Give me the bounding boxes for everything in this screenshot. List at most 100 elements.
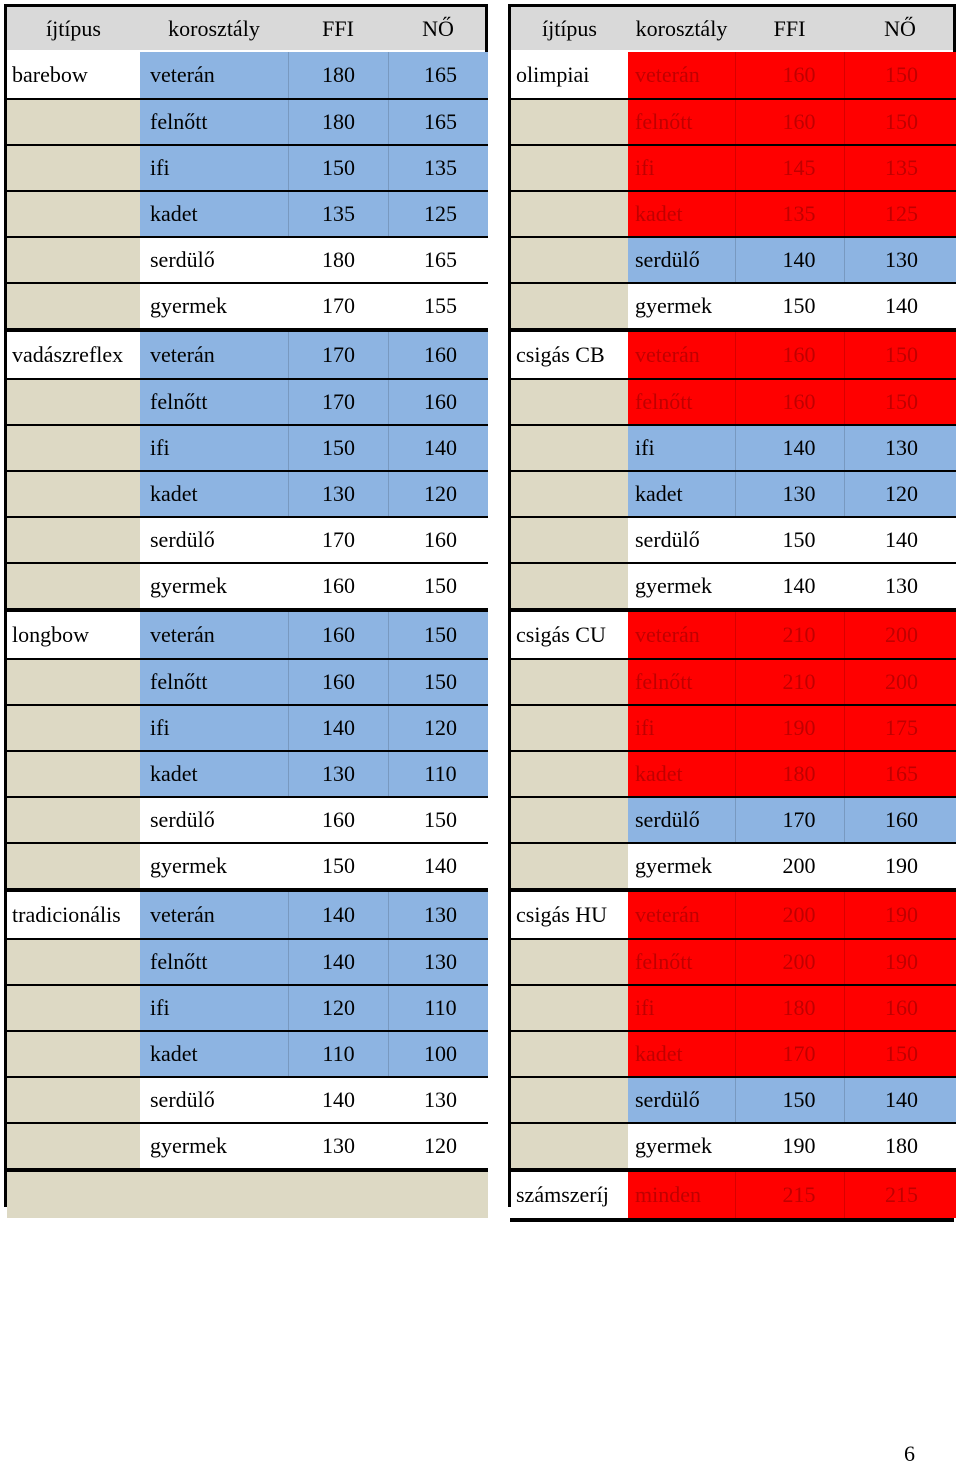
age-group-cell: kadet [140, 1032, 288, 1076]
bow-type-empty-cell [511, 1124, 628, 1168]
ffi-score-cell: 135 [735, 192, 844, 236]
table-row: ifi 120 110 [7, 984, 488, 1030]
bow-type-empty-cell [511, 238, 628, 282]
no-score-cell: 165 [388, 238, 488, 282]
bow-type-empty-cell [511, 472, 628, 516]
age-group-cell: felnőtt [628, 660, 735, 704]
age-group-cell: kadet [140, 472, 288, 516]
bow-type-empty-cell [511, 284, 628, 328]
age-group-cell: serdülő [628, 1078, 735, 1122]
ffi-score-cell: 150 [288, 146, 388, 190]
left-table: íjtípus korosztály FFI NŐ barebow veterán… [4, 4, 488, 1218]
bow-type-empty-cell [7, 564, 140, 608]
ffi-score-cell: 150 [735, 284, 844, 328]
no-score-cell: 150 [844, 1032, 956, 1076]
header-korosztaly: korosztály [635, 15, 728, 41]
no-score-cell: 130 [844, 426, 956, 470]
ffi-score-cell: 135 [288, 192, 388, 236]
age-group-cell: felnőtt [140, 940, 288, 984]
bow-type-empty-cell [511, 1078, 628, 1122]
bow-type-cell: tradicionális [7, 892, 140, 938]
bow-type-cell: csigás CB [511, 332, 628, 378]
group-separator [510, 1168, 954, 1172]
filler-cell [140, 1172, 488, 1218]
no-score-cell: 215 [844, 1172, 956, 1218]
no-score-cell: 155 [388, 284, 488, 328]
no-score-cell: 190 [844, 844, 956, 888]
bow-type-empty-cell [7, 380, 140, 424]
no-score-cell: 165 [844, 752, 956, 796]
ffi-score-cell: 190 [735, 706, 844, 750]
header-row: íjtípus korosztály FFI NŐ [7, 7, 485, 50]
age-group-cell: serdülő [628, 798, 735, 842]
ffi-score-cell: 180 [288, 52, 388, 98]
table-row: olimpiai veterán 160 150 [511, 52, 956, 98]
table-row: gyermek 140 130 [511, 562, 956, 608]
bow-type-empty-cell [511, 752, 628, 796]
age-group-cell: serdülő [628, 238, 735, 282]
ffi-score-cell: 160 [735, 100, 844, 144]
table-row: felnőtt 180 165 [7, 98, 488, 144]
age-group-cell: kadet [628, 752, 735, 796]
no-score-cell: 190 [844, 940, 956, 984]
age-group-cell: felnőtt [628, 940, 735, 984]
bow-type-empty-cell [7, 1032, 140, 1076]
table-row: ifi 180 160 [511, 984, 956, 1030]
age-group-cell: gyermek [140, 1124, 288, 1168]
no-score-cell: 150 [844, 332, 956, 378]
age-group-cell: kadet [628, 472, 735, 516]
age-group-cell: gyermek [140, 284, 288, 328]
right-table: íjtípus korosztály FFI NŐ olimpiai veterá… [508, 4, 956, 1222]
age-group-cell: gyermek [628, 1124, 735, 1168]
no-score-cell: 150 [388, 564, 488, 608]
group-separator [510, 888, 954, 892]
ffi-score-cell: 140 [735, 238, 844, 282]
group-separator [6, 888, 486, 892]
no-score-cell: 120 [388, 1124, 488, 1168]
age-group-cell: gyermek [628, 844, 735, 888]
age-group-cell: kadet [140, 192, 288, 236]
table-row: ifi 150 140 [7, 424, 488, 470]
age-group-cell: veterán [140, 612, 288, 658]
no-score-cell: 135 [388, 146, 488, 190]
age-group-cell: ifi [140, 146, 288, 190]
table-row: gyermek 130 120 [7, 1122, 488, 1168]
table-row: ifi 190 175 [511, 704, 956, 750]
bow-type-empty-cell [7, 146, 140, 190]
no-score-cell: 165 [388, 52, 488, 98]
ffi-score-cell: 160 [735, 332, 844, 378]
bow-type-empty-cell [511, 564, 628, 608]
ffi-score-cell: 150 [288, 426, 388, 470]
no-score-cell: 110 [388, 752, 488, 796]
age-group-cell: gyermek [140, 564, 288, 608]
header-ijtipus: íjtípus [541, 15, 597, 41]
no-score-cell: 130 [844, 564, 956, 608]
ffi-score-cell: 180 [288, 100, 388, 144]
group-separator [6, 1168, 486, 1172]
ffi-score-cell: 140 [735, 426, 844, 470]
table-row: ifi 145 135 [511, 144, 956, 190]
bow-type-cell: vadászreflex [7, 332, 140, 378]
bow-type-empty-cell [7, 284, 140, 328]
no-score-cell: 180 [844, 1124, 956, 1168]
table-row: csigás CU veterán 210 200 [511, 612, 956, 658]
bow-type-empty-cell [511, 986, 628, 1030]
table-row: ifi 140 120 [7, 704, 488, 750]
bow-type-empty-cell [511, 426, 628, 470]
ffi-score-cell: 180 [735, 752, 844, 796]
no-score-cell: 160 [388, 518, 488, 562]
table-row: tradicionális veterán 140 130 [7, 892, 488, 938]
age-group-cell: veterán [628, 52, 735, 98]
bow-type-empty-cell [7, 752, 140, 796]
ffi-score-cell: 130 [288, 1124, 388, 1168]
table-row: serdülő 170 160 [7, 516, 488, 562]
no-score-cell: 140 [388, 426, 488, 470]
table-row: felnőtt 160 150 [7, 658, 488, 704]
ffi-score-cell: 170 [735, 1032, 844, 1076]
ffi-score-cell: 210 [735, 612, 844, 658]
no-score-cell: 160 [844, 986, 956, 1030]
bow-type-cell: csigás CU [511, 612, 628, 658]
bow-type-empty-cell [511, 706, 628, 750]
table-row: gyermek 160 150 [7, 562, 488, 608]
bow-type-empty-cell [7, 192, 140, 236]
